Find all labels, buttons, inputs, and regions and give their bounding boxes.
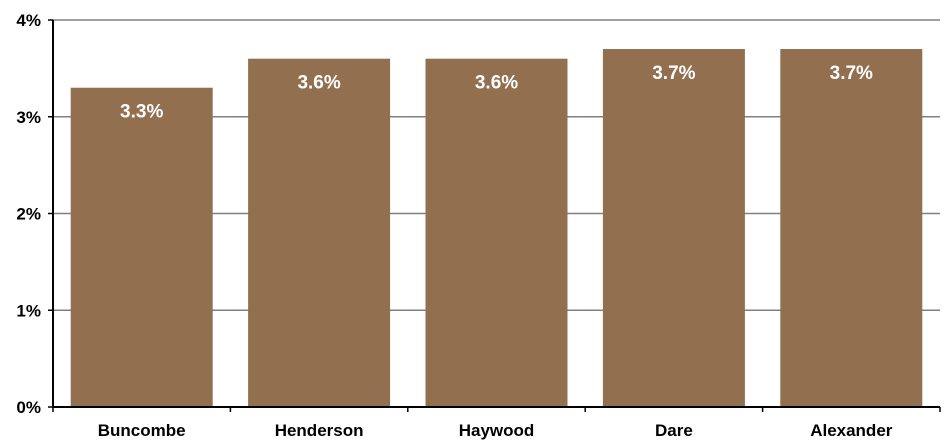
bar <box>780 49 923 408</box>
axes <box>48 19 941 412</box>
category-label: Dare <box>655 421 693 440</box>
bars <box>70 49 923 408</box>
data-labels: 3.3% 3.6% 3.6% 3.7% 3.7% <box>120 63 873 123</box>
y-tick-labels: 0% 1% 2% 3% 4% <box>16 11 41 417</box>
category-label: Haywood <box>459 421 535 440</box>
data-label: 3.7% <box>652 63 695 84</box>
data-label: 3.7% <box>830 63 873 84</box>
bar <box>425 58 568 407</box>
bar <box>248 58 391 407</box>
data-label: 3.6% <box>475 73 518 94</box>
bar <box>70 87 213 407</box>
y-tick-label: 4% <box>16 11 41 30</box>
category-labels: Buncombe Henderson Haywood Dare Alexander <box>98 421 893 440</box>
category-label: Alexander <box>810 421 893 440</box>
y-tick-label: 0% <box>16 398 41 417</box>
category-label: Henderson <box>275 421 364 440</box>
bar <box>602 49 745 408</box>
y-tick-label: 1% <box>16 301 41 320</box>
data-label: 3.6% <box>297 73 340 94</box>
data-label: 3.3% <box>120 102 163 123</box>
y-tick-label: 2% <box>16 205 41 224</box>
y-tick-label: 3% <box>16 108 41 127</box>
category-label: Buncombe <box>98 421 186 440</box>
